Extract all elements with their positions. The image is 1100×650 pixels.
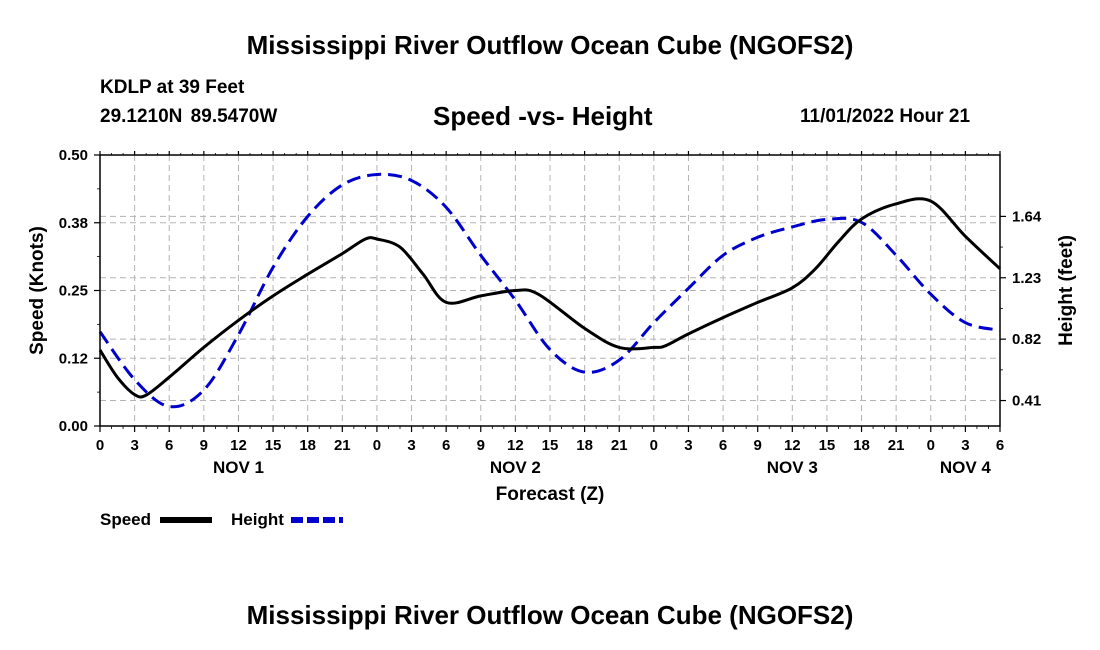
x-tick-label: 0 (96, 437, 104, 454)
x-tick-label: 3 (684, 437, 692, 454)
ticks-layer (94, 151, 1006, 432)
y-tick-label: 0.38 (59, 215, 88, 232)
y2-tick-label: 1.64 (1012, 208, 1042, 225)
date-label: NOV 3 (767, 458, 818, 477)
date-label: NOV 4 (940, 458, 992, 477)
x-tick-label: 9 (477, 437, 485, 454)
x-tick-label: 9 (754, 437, 762, 454)
grid-layer (100, 155, 1000, 426)
x-tick-label: 3 (961, 437, 969, 454)
x-tick-label: 6 (442, 437, 450, 454)
series-layer (98, 172, 1002, 409)
x-tick-label: 21 (334, 437, 351, 454)
x-axis-title: Forecast (Z) (496, 484, 605, 505)
series-line-height (98, 172, 1001, 409)
x-tick-label: 0 (927, 437, 935, 454)
y2-tick-label: 0.41 (1012, 393, 1041, 410)
x-tick-label: 3 (407, 437, 415, 454)
y-tick-label: 0.12 (59, 350, 88, 367)
y2-axis-title: Height (feet) (1056, 235, 1077, 346)
legend-label-height: Height (231, 510, 284, 529)
y-axis-title: Speed (Knots) (27, 226, 48, 355)
series-line-speed (98, 197, 1002, 399)
y-tick-label: 0.25 (59, 283, 88, 300)
legend-label-speed: Speed (100, 510, 151, 529)
y2-tick-label: 1.23 (1012, 270, 1041, 287)
x-tick-label: 21 (888, 437, 905, 454)
y-tick-label: 0.00 (59, 418, 88, 435)
x-tick-label: 0 (373, 437, 381, 454)
x-tick-label: 18 (576, 437, 593, 454)
x-tick-label: 15 (819, 437, 836, 454)
x-tick-label: 6 (719, 437, 727, 454)
x-tick-label: 6 (165, 437, 173, 454)
date-label: NOV 1 (213, 458, 264, 477)
x-tick-label: 12 (230, 437, 247, 454)
x-tick-label: 18 (853, 437, 870, 454)
station-coords: 29.1210N 89.5470W (100, 106, 278, 127)
x-tick-label: 6 (996, 437, 1004, 454)
station-name: KDLP at 39 Feet (100, 77, 245, 98)
date-label: NOV 2 (490, 458, 541, 477)
chart-datetime: 11/01/2022 Hour 21 (800, 106, 971, 127)
y-tick-label: 0.50 (59, 147, 88, 164)
x-tick-label: 15 (265, 437, 282, 454)
chart-title: Speed -vs- Height (433, 101, 653, 131)
x-tick-label: 12 (507, 437, 524, 454)
x-tick-label: 3 (130, 437, 138, 454)
x-tick-label: 12 (784, 437, 801, 454)
x-tick-label: 0 (650, 437, 658, 454)
y2-tick-label: 0.82 (1012, 331, 1041, 348)
x-tick-label: 18 (299, 437, 316, 454)
x-tick-label: 21 (611, 437, 628, 454)
labels-layer: 0 3 6 9 12 15 18 21 0 3 6 9 12 15 18 21 0 3 6 9 12 15 18 21 0 3 6 0… (27, 147, 1077, 505)
legend: Speed Height (100, 510, 343, 529)
x-tick-label: 15 (542, 437, 559, 454)
footer-title: Mississippi River Outflow Ocean Cube (NG… (246, 600, 854, 630)
main-title: Mississippi River Outflow Ocean Cube (NG… (246, 30, 854, 60)
x-tick-label: 9 (200, 437, 208, 454)
